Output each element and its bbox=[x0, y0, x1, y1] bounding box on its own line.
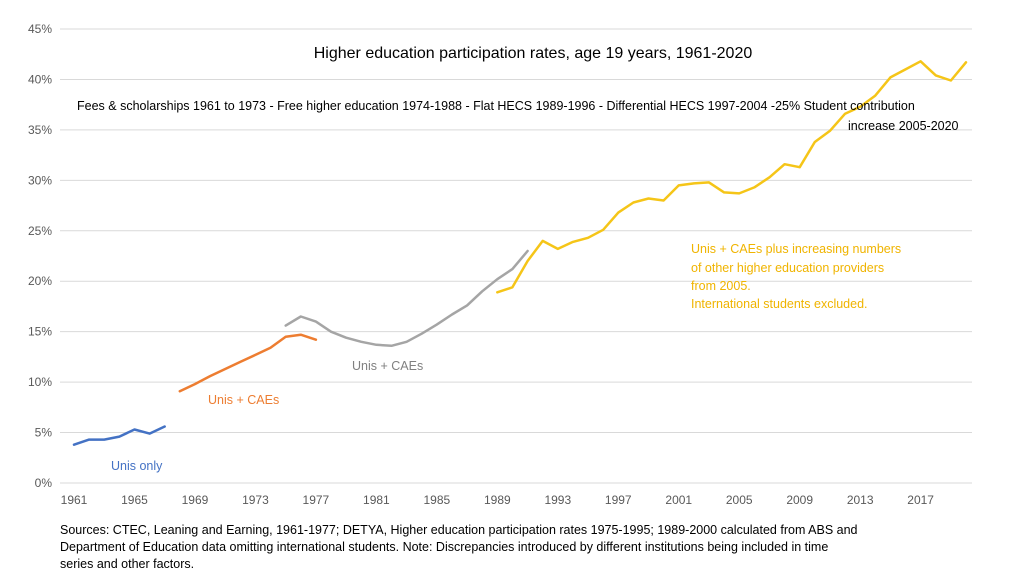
x-tick-label: 2009 bbox=[786, 493, 813, 507]
series-label-line: from 2005. bbox=[691, 279, 751, 293]
series-label-line: Unis + CAEs bbox=[208, 393, 279, 407]
y-tick-label: 30% bbox=[28, 173, 52, 187]
x-tick-label: 1961 bbox=[61, 493, 88, 507]
x-tick-label: 1965 bbox=[121, 493, 148, 507]
y-tick-label: 45% bbox=[28, 22, 52, 36]
x-tick-label: 1997 bbox=[605, 493, 632, 507]
x-tick-label: 2001 bbox=[665, 493, 692, 507]
y-tick-label: 15% bbox=[28, 325, 52, 339]
x-tick-label: 1985 bbox=[423, 493, 450, 507]
chart-title: Higher education participation rates, ag… bbox=[314, 45, 753, 62]
x-tick-label: 2017 bbox=[907, 493, 934, 507]
y-tick-label: 25% bbox=[28, 224, 52, 238]
x-tick-label: 1989 bbox=[484, 493, 511, 507]
series-line-1 bbox=[178, 333, 318, 393]
series-label-line: of other higher education providers bbox=[691, 261, 884, 275]
y-tick-label: 10% bbox=[28, 375, 52, 389]
y-tick-label: 20% bbox=[28, 274, 52, 288]
y-tick-label: 35% bbox=[28, 123, 52, 137]
series-label-unis-only: Unis only bbox=[111, 459, 163, 473]
x-tick-label: 1993 bbox=[544, 493, 571, 507]
series-label-line: Unis + CAEs bbox=[352, 359, 423, 373]
x-tick-label: 2013 bbox=[847, 493, 874, 507]
series-label-unis-caes-grey: Unis + CAEs bbox=[352, 359, 423, 373]
x-axis-ticks: 1961 1965 1969 1973 1977 1981 1985 1989 1993 1997… bbox=[61, 493, 935, 507]
participation-chart: 0%5%10%15%20%25%30%35%40%45% 1961 1965 196… bbox=[28, 22, 972, 507]
x-tick-label: 1969 bbox=[182, 493, 209, 507]
series-line-3 bbox=[496, 60, 968, 294]
series-line-0 bbox=[72, 425, 166, 446]
series-line-2 bbox=[284, 249, 529, 348]
series-label-line: Unis + CAEs plus increasing numbers bbox=[691, 242, 901, 256]
series-label-unis-caes-orange: Unis + CAEs bbox=[208, 393, 279, 407]
series-label-line: International students excluded. bbox=[691, 297, 868, 311]
period-annotation-line-2: increase 2005-2020 bbox=[848, 119, 959, 133]
sources-line: Department of Education data omitting in… bbox=[60, 540, 829, 554]
series-label-unis-caes-plus: Unis + CAEs plus increasing numbers of o… bbox=[691, 242, 901, 311]
sources-note: Sources: CTEC, Leaning and Earning, 1961… bbox=[60, 522, 960, 573]
sources-line: series and other factors. bbox=[60, 557, 195, 571]
series-label-line: Unis only bbox=[111, 459, 163, 473]
series-lines bbox=[72, 60, 968, 446]
y-tick-label: 0% bbox=[35, 476, 53, 490]
x-tick-label: 1977 bbox=[303, 493, 330, 507]
gridlines bbox=[60, 28, 972, 484]
x-tick-label: 1973 bbox=[242, 493, 269, 507]
x-tick-label: 1981 bbox=[363, 493, 390, 507]
period-annotation-line-1: Fees & scholarships 1961 to 1973 - Free … bbox=[77, 99, 915, 113]
sources-line: Sources: CTEC, Leaning and Earning, 1961… bbox=[60, 523, 858, 537]
x-tick-label: 2005 bbox=[726, 493, 753, 507]
y-tick-label: 5% bbox=[35, 426, 53, 440]
y-axis-ticks: 0% 5% 10% 15% 20% 25% 30% 35% 40% 45% bbox=[28, 22, 52, 490]
y-tick-label: 40% bbox=[28, 72, 52, 86]
